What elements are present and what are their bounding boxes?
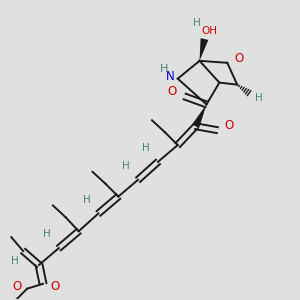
Text: H: H [122,161,130,171]
Text: H: H [193,18,200,28]
Text: OH: OH [201,26,218,36]
Polygon shape [192,104,206,128]
Text: O: O [50,280,59,293]
Text: O: O [235,52,244,65]
Text: O: O [167,85,176,98]
Text: H: H [160,64,168,74]
Text: H: H [83,194,91,205]
Text: O: O [225,119,234,132]
Text: H: H [11,256,19,266]
Text: N: N [165,70,174,83]
Text: O: O [13,280,22,293]
Polygon shape [200,38,208,61]
Text: H: H [142,143,150,153]
Text: H: H [43,229,51,239]
Text: H: H [255,94,263,103]
